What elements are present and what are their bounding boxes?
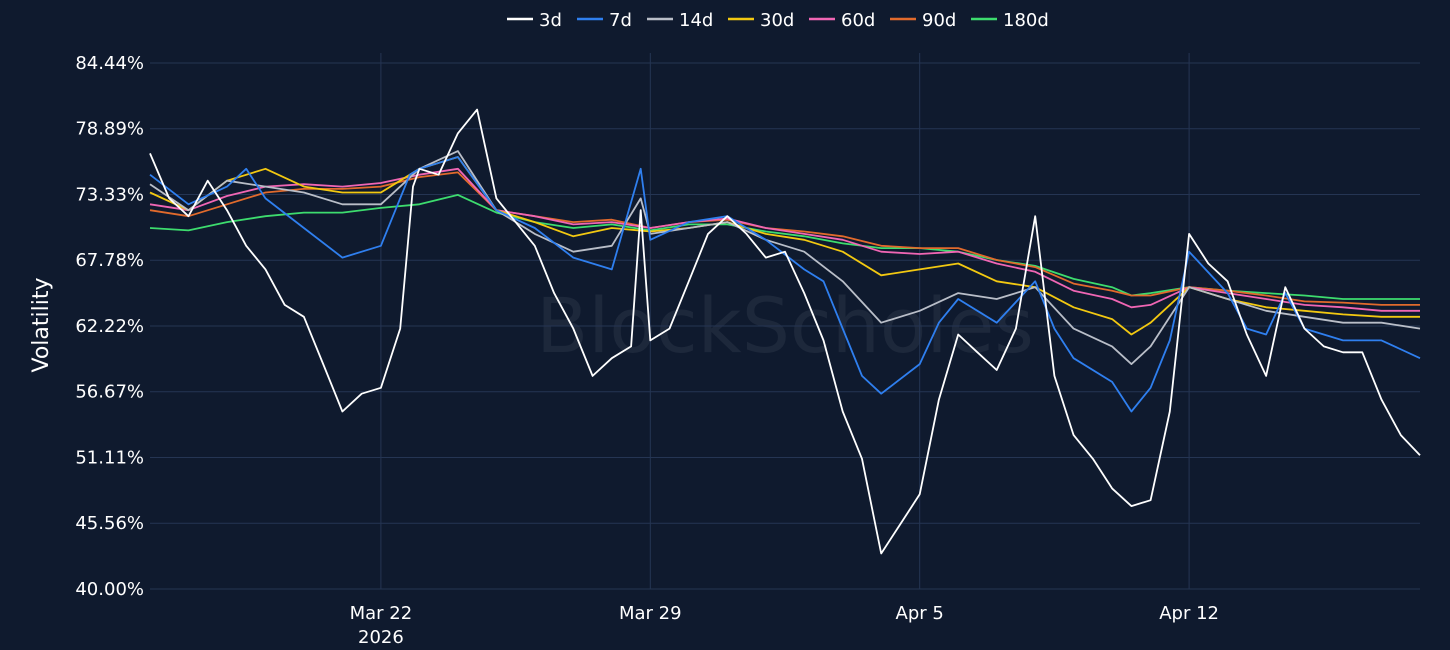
legend-item-30d[interactable]: 30d [728,10,794,31]
x-tick-sublabel: 2026 [358,627,404,648]
series-line-3d [149,108,1421,555]
legend[interactable]: 3d 7d 14d 30d 60d 90d 180d [507,10,1049,31]
y-tick-label: 78.89% [75,119,144,140]
series-line-60d [149,167,1420,312]
x-tick-label: Mar 29 [619,603,682,624]
y-tick-label: 84.44% [75,53,144,74]
legend-label: 7d [609,10,632,31]
x-axis-ticks: Mar 22 2026 Mar 29 Apr 5 Apr 12 [350,603,1219,648]
legend-label: 90d [922,10,956,31]
legend-label: 30d [760,10,794,31]
series-lines [149,108,1421,555]
series-line-14d [149,150,1421,366]
x-tick-label: Mar 22 [350,603,413,624]
legend-label: 3d [539,10,562,31]
legend-label: 180d [1003,10,1049,31]
y-axis-ticks: 40.00% 45.56% 51.11% 56.67% 62.22% 67.78% 73.3… [75,53,144,600]
legend-item-7d[interactable]: 7d [577,10,632,31]
y-tick-label: 62.22% [75,316,144,337]
legend-item-3d[interactable]: 3d [507,10,562,31]
y-tick-label: 45.56% [75,513,144,534]
x-tick-label: Apr 5 [896,603,944,624]
grid [150,53,1420,590]
series-line-7d [149,156,1421,413]
y-tick-label: 67.78% [75,250,144,271]
legend-item-180d[interactable]: 180d [971,10,1049,31]
legend-item-90d[interactable]: 90d [890,10,956,31]
legend-item-14d[interactable]: 14d [647,10,713,31]
legend-label: 60d [841,10,875,31]
y-tick-label: 40.00% [75,579,144,600]
y-axis-title: Volatility [29,277,54,372]
x-tick-label: Apr 12 [1159,603,1219,624]
y-tick-label: 56.67% [75,382,144,403]
legend-label: 14d [679,10,713,31]
y-tick-label: 51.11% [75,448,144,469]
legend-item-60d[interactable]: 60d [809,10,875,31]
y-tick-label: 73.33% [75,185,144,206]
